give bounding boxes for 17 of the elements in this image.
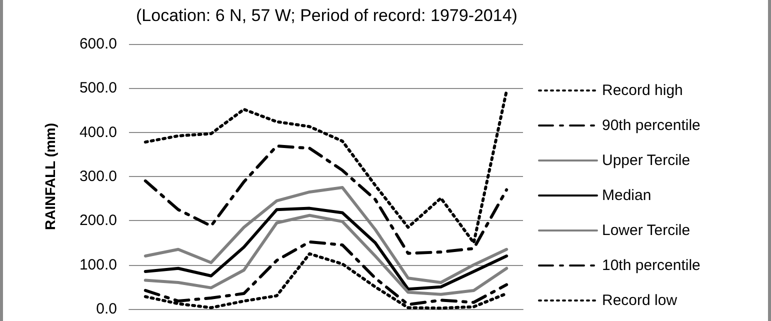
line-series — [144, 240, 508, 306]
legend-label: Lower Tercile — [602, 222, 690, 239]
y-tick-label: 200.0 — [79, 212, 117, 230]
legend-label: Median — [602, 187, 652, 204]
chart-title: (Location: 6 N, 57 W; Period of record: 1979-2014) — [136, 6, 518, 25]
y-tick-label: 500.0 — [79, 80, 117, 97]
y-axis-title: RAINFALL (mm) — [42, 122, 58, 230]
y-tick-label: 0.0 — [96, 300, 117, 318]
y-tick-label: 300.0 — [79, 168, 117, 185]
legend-label: Upper Tercile — [602, 152, 690, 169]
legend-label: 10th percentile — [602, 257, 700, 274]
legend-label: 90th percentile — [602, 117, 700, 134]
y-tick-label: 100.0 — [79, 256, 117, 274]
y-tick-label: 400.0 — [79, 124, 117, 141]
y-tick-label: 600.0 — [79, 36, 117, 52]
legend-label: Record high — [602, 82, 683, 99]
legend-label: Record low — [602, 292, 678, 309]
